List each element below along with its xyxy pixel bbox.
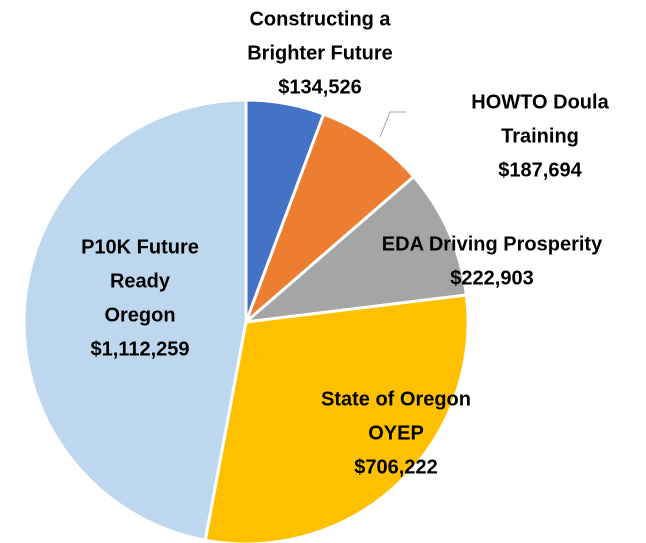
value-label: $1,112,259 — [91, 338, 190, 360]
pie-slice — [22, 98, 248, 542]
slice-label: EDA Driving Prosperity — [382, 233, 603, 255]
pie-slice — [203, 293, 470, 543]
slice-label: State of Oregon — [321, 388, 471, 410]
leader-line — [379, 111, 406, 138]
slice-label: Constructing a — [249, 8, 391, 30]
slice-label: Oregon — [104, 304, 175, 326]
slice-label: Ready — [110, 270, 171, 292]
value-label: $706,222 — [354, 456, 437, 478]
pie-slice — [241, 174, 469, 325]
slice-label: P10K Future — [81, 236, 199, 258]
value-label: $187,694 — [498, 159, 582, 181]
value-label: $222,903 — [450, 267, 533, 289]
slice-label: Training — [501, 125, 579, 147]
slice-label: OYEP — [368, 422, 424, 444]
slice-label: HOWTO Doula — [471, 91, 609, 113]
pie-slice — [244, 112, 416, 324]
slice-label: Brighter Future — [247, 42, 393, 64]
value-label: $134,526 — [278, 76, 361, 98]
